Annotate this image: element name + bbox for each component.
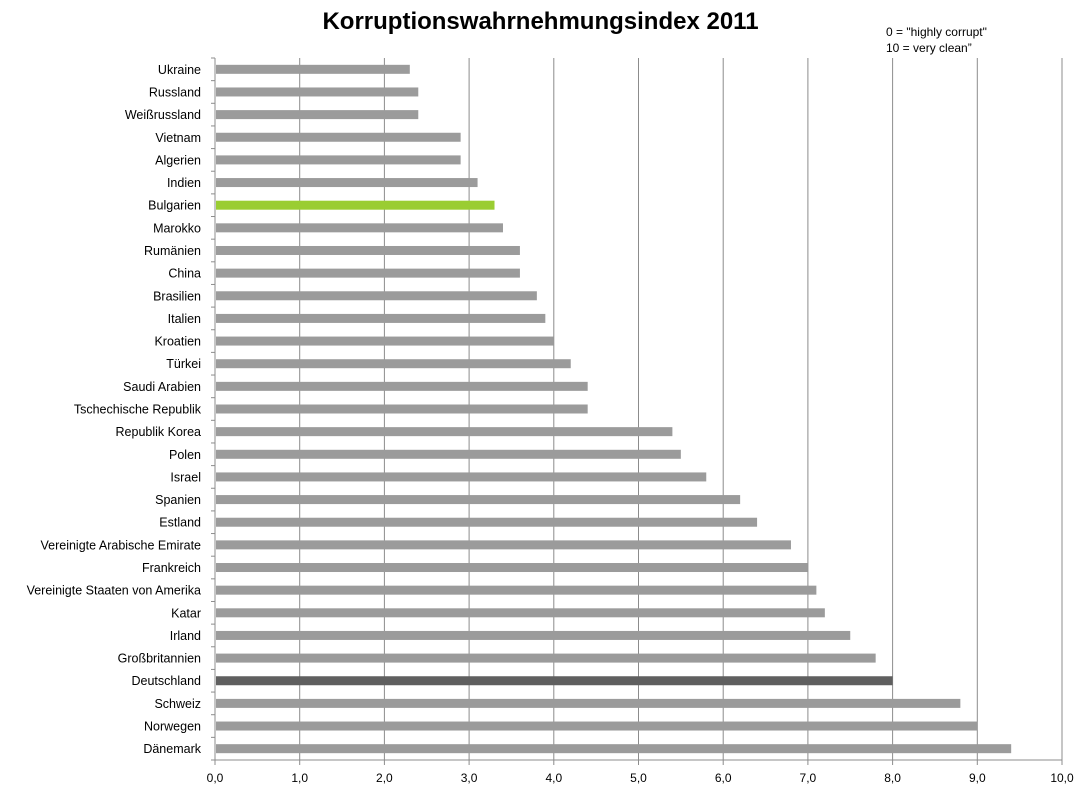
category-label: Norwegen bbox=[144, 720, 201, 734]
category-label: Schweiz bbox=[154, 697, 201, 711]
bar-bulgarien bbox=[216, 200, 495, 210]
x-tick-label: 10,0 bbox=[1050, 771, 1074, 785]
category-label: Saudi Arabien bbox=[123, 380, 201, 394]
bar-weißrussland bbox=[216, 110, 419, 120]
bar-ukraine bbox=[216, 64, 410, 74]
category-label: Israel bbox=[170, 470, 201, 484]
category-label: Vereinigte Staaten von Amerika bbox=[27, 584, 201, 598]
category-label: Frankreich bbox=[142, 561, 201, 575]
bar-marokko bbox=[216, 223, 503, 233]
bar-vietnam bbox=[216, 132, 461, 142]
x-tick-label: 6,0 bbox=[715, 771, 732, 785]
scale-note: 0 = "highly corrupt" 10 = very clean” bbox=[886, 24, 987, 56]
category-label: Türkei bbox=[166, 357, 201, 371]
x-tick-label: 0,0 bbox=[207, 771, 224, 785]
category-label: Ukraine bbox=[158, 63, 201, 77]
category-label: Estland bbox=[159, 516, 201, 530]
category-label: Italien bbox=[168, 312, 201, 326]
category-label: Vietnam bbox=[155, 131, 201, 145]
bar-großbritannien bbox=[216, 653, 876, 663]
category-label: Algerien bbox=[155, 153, 201, 167]
category-label: Kroatien bbox=[154, 335, 201, 349]
category-label: Bulgarien bbox=[148, 199, 201, 213]
bar-russland bbox=[216, 87, 419, 97]
bar-spanien bbox=[216, 495, 741, 505]
bar-estland bbox=[216, 517, 758, 527]
category-label: Katar bbox=[171, 606, 201, 620]
category-label: Republik Korea bbox=[116, 425, 202, 439]
x-tick-label: 7,0 bbox=[800, 771, 817, 785]
x-tick-label: 1,0 bbox=[291, 771, 308, 785]
category-label: Spanien bbox=[155, 493, 201, 507]
category-label: China bbox=[168, 267, 201, 281]
category-label: Irland bbox=[170, 629, 201, 643]
bar-israel bbox=[216, 472, 707, 482]
bar-italien bbox=[216, 313, 546, 323]
bar-frankreich bbox=[216, 563, 808, 573]
x-tick-label: 2,0 bbox=[376, 771, 393, 785]
bar-irland bbox=[216, 630, 851, 640]
bar-saudi-arabien bbox=[216, 381, 588, 391]
category-label: Marokko bbox=[153, 221, 201, 235]
bar-deutschland bbox=[216, 676, 893, 686]
bar-rumänien bbox=[216, 245, 520, 255]
category-label: Dänemark bbox=[143, 742, 201, 756]
bar-algerien bbox=[216, 155, 461, 165]
bar-republik-korea bbox=[216, 427, 673, 437]
bar-vereinigte-staaten-von-amerika bbox=[216, 585, 817, 595]
category-label: Polen bbox=[169, 448, 201, 462]
bar-indien bbox=[216, 178, 478, 188]
bar-polen bbox=[216, 449, 681, 459]
category-label: Tschechische Republik bbox=[74, 403, 202, 417]
bar-dänemark bbox=[216, 744, 1012, 754]
bar-kroatien bbox=[216, 336, 554, 346]
bar-türkei bbox=[216, 359, 571, 369]
x-tick-label: 9,0 bbox=[969, 771, 986, 785]
category-label: Großbritannien bbox=[118, 652, 201, 666]
bar-katar bbox=[216, 608, 825, 618]
category-label: Brasilien bbox=[153, 289, 201, 303]
bar-schweiz bbox=[216, 698, 961, 708]
bar-brasilien bbox=[216, 291, 537, 301]
x-tick-label: 8,0 bbox=[884, 771, 901, 785]
bar-tschechische-republik bbox=[216, 404, 588, 414]
category-label: Vereinigte Arabische Emirate bbox=[40, 538, 201, 552]
category-label: Weißrussland bbox=[125, 108, 201, 122]
bar-china bbox=[216, 268, 520, 278]
bar-vereinigte-arabische-emirate bbox=[216, 540, 791, 550]
bar-norwegen bbox=[216, 721, 978, 731]
chart-title: Korruptionswahrnehmungsindex 2011 bbox=[322, 8, 759, 35]
category-label: Russland bbox=[149, 85, 201, 99]
x-tick-label: 4,0 bbox=[545, 771, 562, 785]
category-label: Rumänien bbox=[144, 244, 201, 258]
x-tick-label: 3,0 bbox=[461, 771, 478, 785]
category-label: Deutschland bbox=[132, 674, 202, 688]
scale-note-high: 10 = very clean” bbox=[886, 41, 972, 55]
category-label: Indien bbox=[167, 176, 201, 190]
scale-note-low: 0 = "highly corrupt" bbox=[886, 25, 987, 39]
x-tick-label: 5,0 bbox=[630, 771, 647, 785]
